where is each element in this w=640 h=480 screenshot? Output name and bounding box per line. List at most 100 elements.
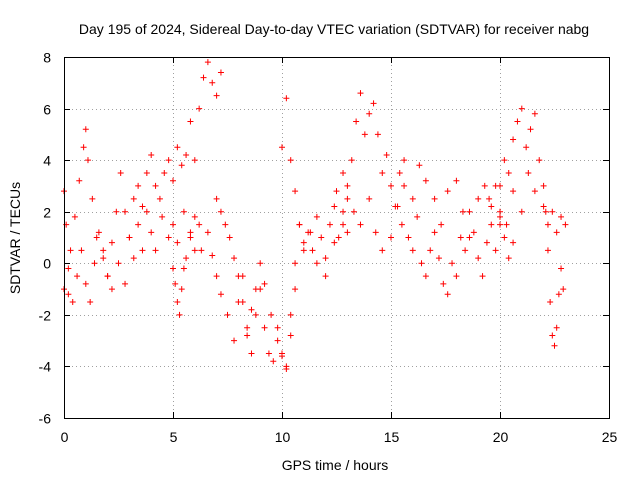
- data-point: [172, 280, 179, 287]
- data-point: [176, 311, 183, 318]
- data-point: [331, 203, 338, 210]
- data-point: [542, 208, 549, 215]
- data-point: [510, 239, 517, 246]
- chart-title: Day 195 of 2024, Sidereal Day-to-day VTE…: [79, 21, 589, 37]
- data-point: [531, 110, 538, 117]
- data-point: [483, 239, 490, 246]
- data-point: [226, 234, 233, 241]
- data-point: [307, 229, 314, 236]
- data-point: [505, 255, 512, 262]
- data-point: [170, 221, 176, 228]
- data-point: [350, 208, 357, 215]
- data-point: [130, 195, 137, 202]
- y-tick-labels: -6 -4 -2 0 2 4 6 8: [39, 50, 52, 427]
- data-point: [113, 208, 120, 215]
- data-point: [466, 208, 473, 215]
- data-point: [115, 260, 122, 267]
- data-point: [372, 229, 379, 236]
- data-point: [488, 203, 495, 210]
- data-point: [296, 221, 303, 228]
- data-point: [198, 247, 205, 254]
- data-point: [309, 247, 316, 254]
- data-point: [187, 229, 194, 236]
- y-tick-label: 0: [43, 256, 51, 272]
- data-point: [287, 157, 294, 164]
- data-point: [100, 247, 107, 254]
- data-point: [165, 234, 172, 241]
- data-point: [481, 182, 488, 189]
- data-point: [409, 247, 416, 254]
- data-point: [333, 188, 340, 195]
- data-point: [466, 234, 473, 241]
- data-point: [518, 105, 525, 112]
- data-point: [340, 208, 347, 215]
- data-point: [486, 195, 493, 202]
- data-point: [148, 151, 155, 158]
- data-point: [492, 182, 499, 189]
- y-axis-label: SDTVAR / TECUs: [7, 182, 23, 294]
- data-point: [270, 358, 277, 365]
- data-point: [265, 350, 272, 357]
- data-point: [518, 208, 525, 215]
- data-point: [196, 221, 203, 228]
- data-point: [344, 195, 351, 202]
- data-point: [379, 247, 386, 254]
- data-point: [366, 195, 373, 202]
- data-point: [180, 265, 187, 272]
- data-point: [196, 105, 203, 112]
- x-tick-label: 25: [602, 429, 618, 445]
- data-point: [540, 203, 547, 210]
- data-point: [178, 286, 185, 293]
- data-point: [422, 273, 429, 280]
- data-point: [69, 298, 76, 305]
- data-point: [231, 337, 238, 344]
- data-point: [217, 208, 224, 215]
- data-point: [104, 273, 111, 280]
- data-point: [525, 170, 532, 177]
- data-point: [287, 311, 294, 318]
- data-point: [479, 273, 486, 280]
- y-tick-label: 6: [43, 102, 51, 118]
- data-point: [300, 239, 307, 246]
- data-point: [492, 247, 499, 254]
- data-point: [416, 162, 423, 169]
- data-point: [159, 213, 166, 220]
- data-point: [510, 136, 517, 143]
- data-point: [536, 157, 543, 164]
- data-point: [135, 221, 142, 228]
- data-point: [438, 221, 445, 228]
- data-point: [374, 131, 381, 138]
- data-point: [143, 170, 150, 177]
- data-point: [547, 298, 554, 305]
- x-tick-label: 0: [61, 429, 69, 445]
- data-point: [300, 247, 307, 254]
- data-point: [379, 170, 386, 177]
- axis-ticks: [64, 57, 610, 419]
- data-point: [108, 286, 115, 293]
- data-point: [475, 195, 482, 202]
- data-point: [204, 229, 211, 236]
- data-point: [65, 291, 72, 298]
- data-point: [453, 177, 460, 184]
- data-point: [427, 247, 434, 254]
- data-point: [139, 203, 146, 210]
- data-point: [217, 291, 224, 298]
- data-point: [161, 170, 168, 177]
- data-point: [366, 110, 373, 117]
- data-point: [126, 234, 133, 241]
- data-point: [459, 208, 466, 215]
- data-point: [213, 92, 220, 99]
- data-point: [357, 90, 364, 97]
- data-point: [457, 234, 464, 241]
- data-point: [440, 280, 447, 287]
- data-point: [89, 195, 96, 202]
- data-point: [244, 332, 251, 339]
- data-point: [71, 213, 78, 220]
- data-point: [108, 239, 115, 246]
- data-point: [130, 255, 137, 262]
- data-point: [370, 100, 377, 107]
- data-point: [174, 298, 181, 305]
- data-point: [78, 247, 85, 254]
- data-point: [231, 255, 238, 262]
- data-point: [558, 213, 565, 220]
